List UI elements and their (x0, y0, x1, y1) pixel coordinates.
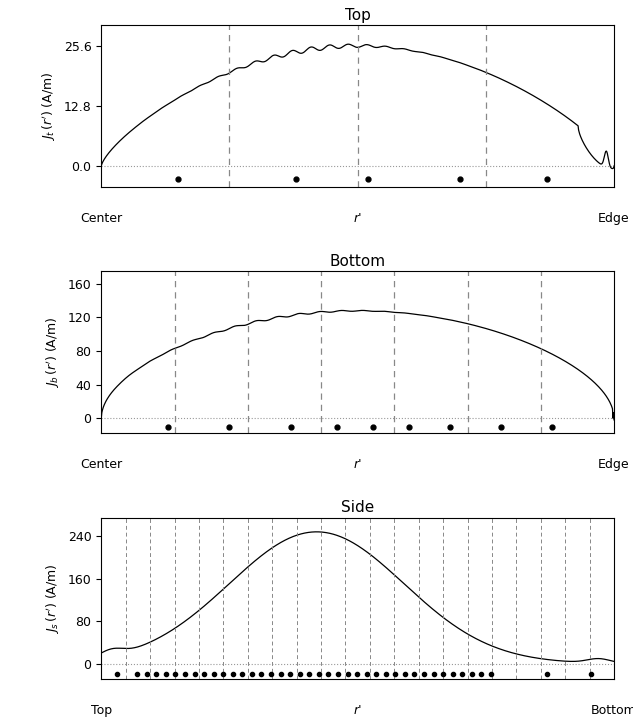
Text: Edge: Edge (598, 458, 630, 471)
Title: Top: Top (345, 8, 370, 22)
Y-axis label: $J_b\,(r')$ (A/m): $J_b\,(r')$ (A/m) (45, 316, 62, 388)
Title: Bottom: Bottom (330, 254, 385, 269)
Text: Top: Top (91, 705, 112, 718)
Text: Edge: Edge (598, 212, 630, 225)
Text: Center: Center (80, 212, 122, 225)
Text: Bottom: Bottom (591, 705, 633, 718)
Text: r': r' (353, 212, 362, 225)
Text: r': r' (353, 458, 362, 471)
Text: Center: Center (80, 458, 122, 471)
Y-axis label: $J_t\,(r')$ (A/m): $J_t\,(r')$ (A/m) (41, 71, 58, 141)
Text: r': r' (353, 705, 362, 718)
Title: Side: Side (341, 500, 374, 515)
Y-axis label: $J_s\,(r')$ (A/m): $J_s\,(r')$ (A/m) (45, 563, 62, 633)
